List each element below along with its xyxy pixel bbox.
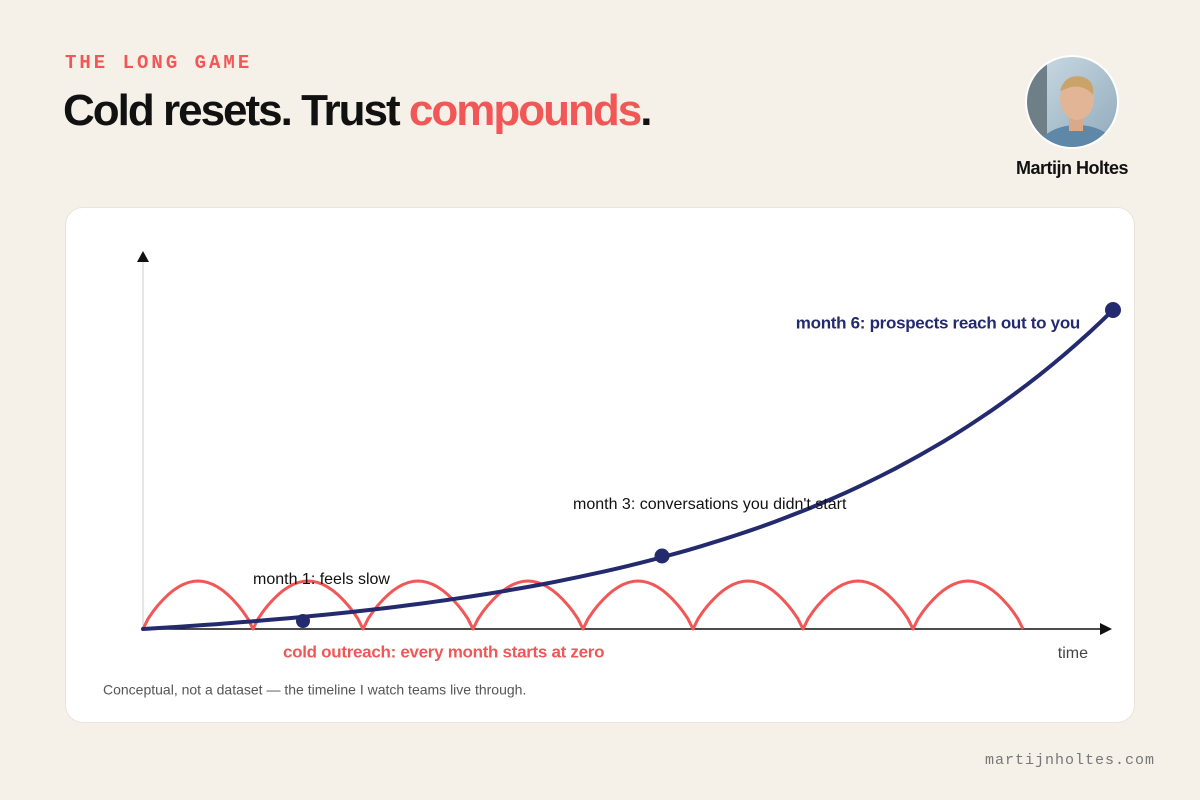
annotation: month 6: prospects reach out to you — [796, 313, 1080, 332]
x-arrow — [1100, 623, 1112, 635]
avatar — [1025, 55, 1119, 149]
annotation: month 1: feels slow — [253, 571, 390, 588]
x-axis-label: time — [1058, 645, 1088, 662]
kicker: THE LONG GAME — [65, 52, 253, 74]
title: Cold resets. Trust compounds. — [63, 86, 653, 136]
title-highlight: compounds — [408, 86, 642, 135]
milestone-dot — [654, 548, 670, 564]
author-name: Martijn Holtes — [1015, 158, 1129, 178]
milestone-dot — [1105, 302, 1121, 318]
title-part: Cold resets. Trust — [63, 86, 409, 135]
red-label: cold outreach: every month starts at zer… — [283, 642, 604, 661]
cold-curve — [141, 579, 1025, 631]
annotation: month 3: conversations you didn't start — [573, 496, 847, 513]
milestone-dot — [296, 614, 310, 628]
chart-card — [65, 207, 1135, 723]
y-arrow — [137, 251, 149, 262]
site-url: martijnholtes.com — [984, 752, 1155, 769]
title-part: . — [640, 86, 652, 135]
footnote: Conceptual, not a dataset — the timeline… — [103, 682, 526, 698]
